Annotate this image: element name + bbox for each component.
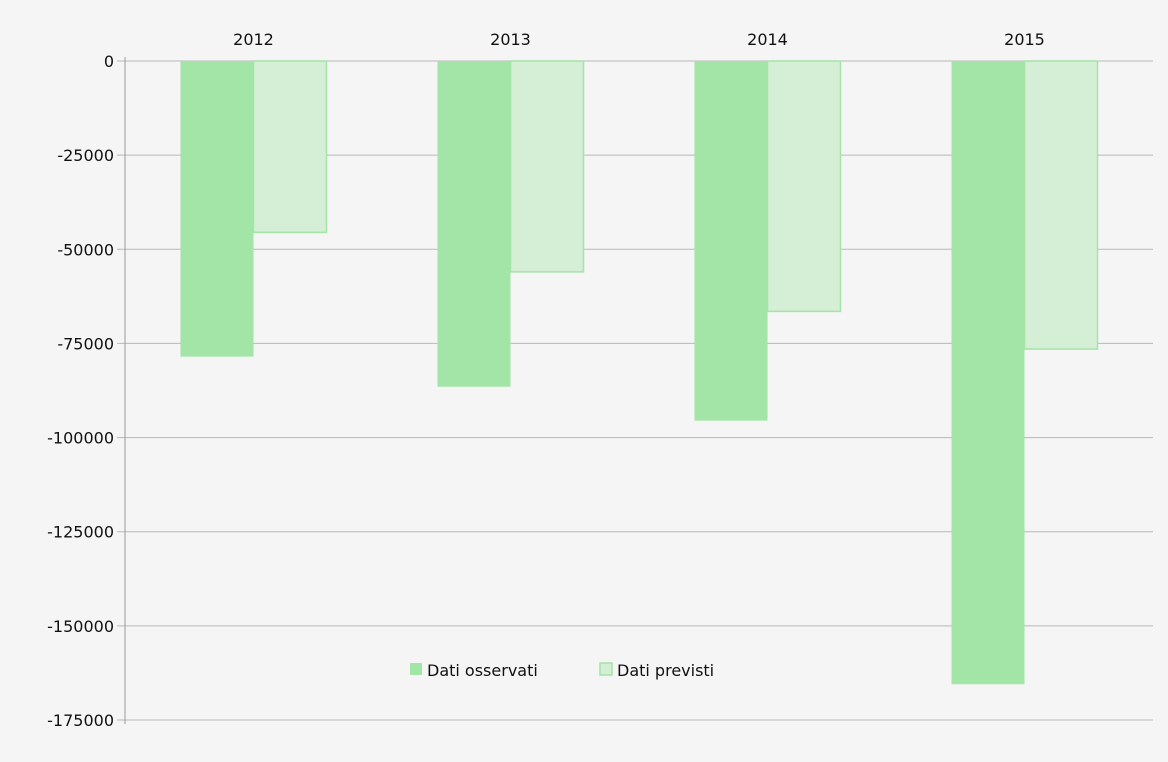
category-labels: 2012 2013 2014 2015	[233, 30, 1045, 49]
legend-swatch	[410, 663, 422, 675]
legend-label: Dati previsti	[617, 661, 714, 680]
bar-forecast-2012	[252, 60, 328, 234]
category-label: 2012	[233, 30, 274, 49]
legend-label: Dati osservati	[427, 661, 538, 680]
bar-observed-2013	[437, 61, 511, 387]
bar-observed-2015	[951, 61, 1025, 685]
bar-forecast-2013	[509, 60, 585, 273]
category-label: 2013	[490, 30, 531, 49]
y-tick-label: 0	[104, 52, 114, 71]
bar-forecast-2015	[1023, 60, 1099, 350]
y-tick-label: -150000	[47, 617, 114, 636]
y-axis-ticks: 0 -25000 -50000 -75000 -100000 -125000 -150000…	[47, 52, 114, 730]
y-tick-label: -50000	[57, 240, 114, 259]
y-tick-label: -125000	[47, 523, 114, 542]
y-tick-label: -75000	[57, 334, 114, 353]
bar-forecast-2014	[766, 60, 842, 313]
bar-observed-2014	[694, 61, 768, 421]
bars	[180, 60, 1099, 685]
category-label: 2015	[1004, 30, 1045, 49]
legend: Dati osservati Dati previsti	[410, 661, 714, 680]
y-tick-label: -25000	[57, 146, 114, 165]
category-label: 2014	[747, 30, 788, 49]
y-tick-label: -175000	[47, 711, 114, 730]
y-tick-label: -100000	[47, 429, 114, 448]
legend-swatch	[599, 662, 613, 676]
bar-observed-2012	[180, 61, 254, 357]
